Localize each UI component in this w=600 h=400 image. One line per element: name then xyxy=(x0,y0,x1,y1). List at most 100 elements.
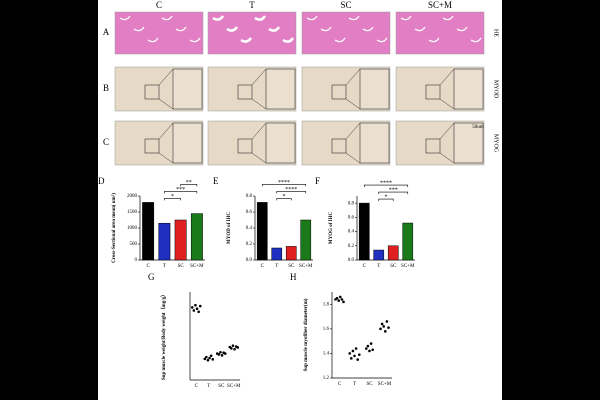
x-tick-label: SC+M xyxy=(190,264,204,269)
inset xyxy=(359,122,390,164)
y-tick-label: 1.8 xyxy=(323,302,330,307)
tissue-gap xyxy=(400,15,412,21)
x-tick-label: T xyxy=(207,384,210,389)
y-axis-title: MYOD of IHC xyxy=(227,212,232,244)
data-point xyxy=(379,327,382,331)
significance-label: * xyxy=(385,194,388,200)
tissue-gap xyxy=(226,26,239,32)
x-tick-label: SC+M xyxy=(401,264,415,269)
comparison-bracket xyxy=(378,198,394,202)
bar xyxy=(174,219,187,261)
y-axis-title: Sup muscle weight/Body weight（mg/g） xyxy=(161,292,167,380)
y-tick-label: 1500 xyxy=(127,210,138,215)
inset-connector xyxy=(158,122,174,140)
significance-label: **** xyxy=(285,187,297,193)
x-tick-label: SC xyxy=(366,382,373,387)
inset-connector xyxy=(345,152,361,164)
micrograph xyxy=(114,11,204,55)
panel-label: D xyxy=(98,176,105,186)
y-tick-label: 1000 xyxy=(127,226,138,231)
x-tick-label: C xyxy=(261,264,265,269)
bar xyxy=(271,247,283,261)
data-point xyxy=(233,347,236,351)
tissue-gap xyxy=(306,15,318,21)
bar xyxy=(300,219,312,261)
comparison-bracket xyxy=(164,198,181,201)
significance-label: **** xyxy=(278,180,290,186)
inset-box xyxy=(237,84,253,100)
y-tick-label: 0.2 xyxy=(348,244,355,249)
tissue-gap xyxy=(334,37,346,43)
bar xyxy=(256,202,268,261)
inset-box xyxy=(425,84,441,100)
y-axis-title: Cross-Sectional area mean( um²) xyxy=(111,193,117,263)
significance-label: ** xyxy=(186,180,192,186)
inset-connector xyxy=(439,98,455,110)
column-label: T xyxy=(249,0,255,10)
data-point xyxy=(230,347,233,350)
column-label: C xyxy=(156,0,162,10)
bar xyxy=(190,213,203,261)
comparison-bracket xyxy=(180,184,198,187)
y-tick-label: 0.6 xyxy=(348,215,355,220)
x-tick-label: SC+M xyxy=(378,382,392,387)
data-point xyxy=(192,309,196,312)
inset-box xyxy=(425,138,441,154)
data-point xyxy=(371,348,375,352)
micrograph xyxy=(207,11,297,55)
data-point xyxy=(366,344,370,348)
x-tick-label: C xyxy=(338,382,342,387)
inset xyxy=(265,68,296,110)
inset-connector xyxy=(345,68,361,86)
y-tick-label: 0.0 xyxy=(348,258,355,263)
data-point xyxy=(348,352,352,355)
comparison-bracket xyxy=(164,191,198,194)
y-axis-title: MYOG of IHC xyxy=(329,212,334,245)
y-tick-label: 0.2 xyxy=(246,242,253,247)
inset-connector xyxy=(251,152,267,164)
data-point xyxy=(337,299,341,302)
row-label: B xyxy=(103,83,109,93)
data-point xyxy=(385,320,389,323)
inset-connector xyxy=(251,122,267,140)
data-point xyxy=(194,303,197,307)
data-point xyxy=(342,300,345,304)
tissue-gap xyxy=(119,15,131,21)
data-point xyxy=(217,353,221,356)
significance-label: **** xyxy=(380,180,392,186)
x-tick-label: SC+M xyxy=(299,264,313,269)
data-point xyxy=(208,356,211,360)
y-axis-title: Sup muscle myofiber diameter(m) xyxy=(304,298,309,371)
x-tick-label: SC xyxy=(218,384,225,389)
inset xyxy=(453,68,484,110)
data-point xyxy=(335,296,339,300)
data-point xyxy=(368,349,371,353)
data-point xyxy=(236,346,240,349)
scale-bar-label: 50um xyxy=(472,125,484,130)
inset-box xyxy=(237,138,253,154)
data-point xyxy=(353,354,356,358)
comparison-bracket xyxy=(276,198,292,201)
data-point xyxy=(369,342,373,345)
panel-label: H xyxy=(290,272,297,282)
inset-box xyxy=(331,84,347,100)
y-tick-label: 2000 xyxy=(127,194,138,199)
x-tick-label: T xyxy=(377,264,380,269)
data-point xyxy=(219,350,222,354)
inset-connector xyxy=(345,122,361,140)
tissue-gap xyxy=(376,37,388,43)
x-tick-label: SC xyxy=(288,264,295,269)
x-tick-label: C xyxy=(363,264,367,269)
x-tick-label: T xyxy=(353,382,356,387)
inset-connector xyxy=(158,98,174,110)
row-label: A xyxy=(103,27,110,37)
comparison-bracket xyxy=(276,191,307,194)
data-point xyxy=(354,347,358,350)
tissue-gap xyxy=(282,37,295,43)
data-point xyxy=(197,310,200,314)
inset xyxy=(359,68,390,110)
data-point xyxy=(339,295,342,299)
x-tick-label: T xyxy=(275,264,278,269)
x-tick-label: T xyxy=(163,264,166,269)
